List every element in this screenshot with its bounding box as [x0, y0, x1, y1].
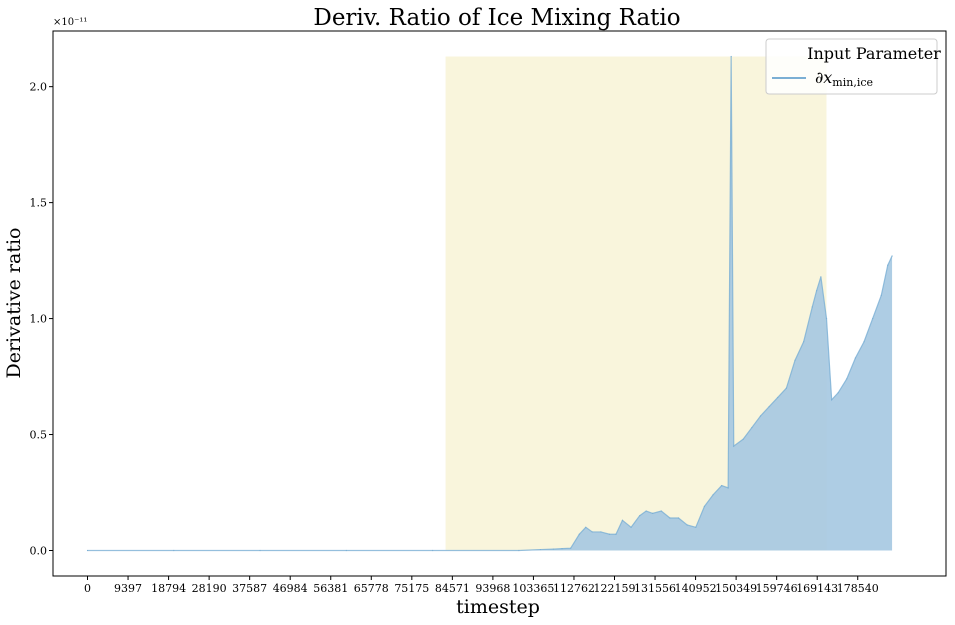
data-point — [677, 517, 680, 519]
data-point — [837, 392, 839, 394]
y-tick-label: 1.5 — [30, 197, 48, 210]
data-point — [585, 526, 587, 528]
x-tick-label: 178540 — [837, 582, 879, 595]
data-point — [727, 487, 729, 489]
data-point — [880, 294, 882, 296]
data-point — [759, 415, 762, 417]
data-point — [803, 341, 805, 343]
data-point — [751, 426, 753, 429]
x-axis: 0 9397 18794 28190 37587 46984 56381 65778 75175… — [84, 576, 879, 595]
legend: Input Parameter ∂xmin,ice — [765, 38, 941, 95]
x-tick-label: 75175 — [394, 582, 429, 595]
data-point — [652, 512, 654, 514]
data-point — [600, 531, 602, 533]
legend-box — [765, 38, 938, 95]
data-point — [639, 515, 641, 517]
data-point — [846, 378, 848, 380]
x-tick-label: 28190 — [192, 582, 227, 595]
x-tick-label: 18794 — [151, 582, 186, 595]
data-point — [733, 445, 735, 447]
data-point — [578, 533, 580, 535]
data-point — [785, 387, 787, 389]
data-point — [86, 549, 89, 552]
data-point — [591, 531, 593, 533]
x-tick-label: 65778 — [354, 582, 389, 595]
data-point — [173, 549, 175, 552]
data-point — [669, 517, 671, 519]
y-axis-title: Derivative ratio — [3, 228, 25, 379]
x-tick-label: 112762 — [553, 582, 595, 595]
y-tick-label: 2.0 — [30, 81, 48, 94]
x-tick-label: 56381 — [313, 582, 348, 595]
data-point — [854, 357, 857, 359]
y-axis: 0.0 0.5 1.0 1.5 2.0 — [30, 81, 53, 557]
data-point — [518, 549, 520, 552]
data-point — [615, 533, 617, 535]
data-point — [820, 276, 822, 278]
chart-title: Deriv. Ratio of Ice Mixing Ratio — [313, 5, 680, 31]
data-point — [703, 505, 706, 508]
x-tick-label: 84571 — [435, 582, 470, 595]
x-tick-label: 93968 — [475, 582, 510, 595]
x-tick-label: 122159 — [594, 582, 636, 595]
y-tick-label: 0.0 — [30, 544, 48, 557]
data-point — [777, 396, 779, 399]
series-area — [87, 56, 893, 551]
data-point — [887, 264, 889, 266]
data-point — [794, 359, 796, 361]
x-tick-label: 169143 — [796, 582, 838, 595]
data-point — [621, 519, 624, 521]
y-axis-offset-label: ×10⁻¹¹ — [53, 17, 87, 28]
plot-frame — [52, 30, 947, 577]
x-tick-label: 140952 — [675, 582, 717, 595]
legend-series-label: ∂xmin,ice — [815, 68, 873, 89]
data-point — [721, 484, 723, 487]
x-tick-label: 159746 — [756, 582, 798, 595]
x-tick-label: 9397 — [114, 582, 142, 595]
legend-series-subscript: min,ice — [832, 76, 873, 89]
data-point — [539, 548, 542, 551]
y-tick-label: 1.0 — [30, 313, 48, 326]
data-point — [891, 255, 893, 257]
data-point — [660, 510, 662, 512]
data-point — [811, 306, 813, 308]
legend-title: Input Parameter — [807, 44, 941, 63]
y-tick-label: 0.5 — [30, 429, 48, 442]
data-point — [695, 526, 697, 528]
data-point — [815, 290, 818, 292]
x-axis-title: timestep — [456, 596, 540, 618]
data-point — [552, 548, 555, 550]
data-point — [825, 317, 828, 320]
data-point — [686, 524, 688, 526]
data-point — [570, 547, 572, 549]
data-point — [259, 549, 261, 552]
x-tick-label: 0 — [84, 582, 91, 595]
x-tick-label: 46984 — [273, 582, 308, 595]
data-point — [872, 317, 874, 320]
data-point — [561, 548, 563, 550]
data-point — [768, 406, 770, 408]
x-tick-label: 131556 — [634, 582, 676, 595]
data-point — [712, 494, 714, 496]
data-point — [730, 55, 732, 58]
data-point — [432, 549, 434, 552]
legend-series-symbol: ∂x — [815, 68, 832, 87]
data-point — [742, 438, 744, 440]
x-tick-label: 103365 — [512, 582, 554, 595]
data-point — [831, 399, 833, 401]
plot-area — [86, 55, 893, 552]
x-tick-label: 37587 — [232, 582, 267, 595]
data-point — [608, 533, 611, 535]
data-point — [863, 341, 865, 343]
x-tick-label: 150349 — [715, 582, 757, 595]
data-point — [345, 549, 347, 552]
data-point — [645, 510, 647, 512]
data-point — [630, 526, 632, 528]
